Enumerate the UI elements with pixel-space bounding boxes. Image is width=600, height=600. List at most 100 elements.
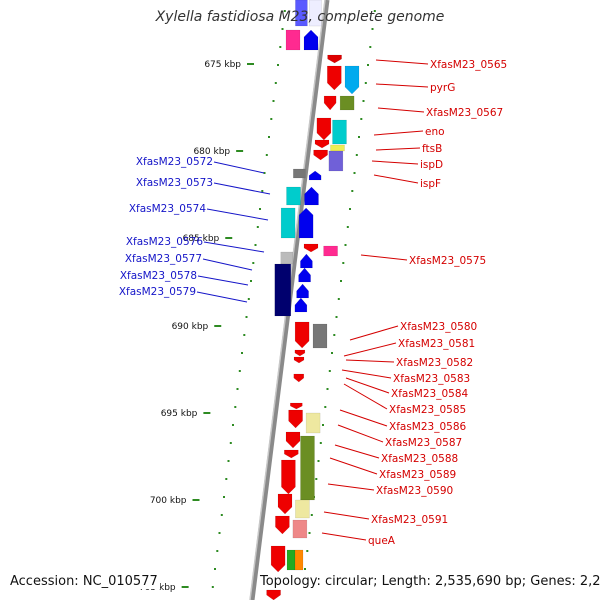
gene-features[interactable] bbox=[266, 0, 360, 600]
label-leader-lines bbox=[196, 59, 429, 541]
gene-feature[interactable] bbox=[266, 589, 281, 600]
gene-feature[interactable] bbox=[328, 150, 344, 172]
gene-label-left[interactable]: XfasM23_0579 bbox=[119, 286, 196, 298]
gene-feature[interactable] bbox=[309, 0, 322, 27]
tick-label: 690 kbp bbox=[172, 322, 209, 332]
gene-label-right[interactable]: pyrG bbox=[430, 82, 455, 94]
guide-dot-right bbox=[331, 352, 333, 354]
gene-feature[interactable] bbox=[286, 186, 301, 206]
guide-dot-right bbox=[351, 190, 354, 192]
gene-label-left[interactable]: XfasM23_0573 bbox=[136, 177, 213, 189]
gene-feature[interactable] bbox=[296, 283, 309, 299]
gene-label-right[interactable]: XfasM23_0583 bbox=[393, 373, 470, 385]
gene-feature[interactable] bbox=[270, 545, 286, 573]
leader-line-right bbox=[349, 325, 399, 341]
guide-dot-right bbox=[335, 316, 338, 318]
gene-label-right[interactable]: eno bbox=[425, 126, 445, 138]
gene-feature[interactable] bbox=[290, 402, 303, 410]
guide-dot-right bbox=[326, 388, 329, 390]
gene-feature[interactable] bbox=[303, 243, 319, 253]
gene-label-left[interactable]: XfasM23_0576 bbox=[126, 236, 204, 248]
gene-feature[interactable] bbox=[285, 29, 301, 51]
gene-feature[interactable] bbox=[277, 493, 293, 515]
gene-feature[interactable] bbox=[344, 65, 360, 95]
gene-feature[interactable] bbox=[284, 449, 299, 459]
gene-feature[interactable] bbox=[280, 207, 296, 239]
gene-feature[interactable] bbox=[323, 245, 338, 257]
gene-label-right[interactable]: XfasM23_0588 bbox=[381, 453, 458, 465]
gene-label-right[interactable]: XfasM23_0582 bbox=[396, 357, 473, 369]
gene-feature[interactable] bbox=[327, 54, 342, 64]
gene-label-right[interactable]: XfasM23_0591 bbox=[371, 514, 448, 526]
gene-label-left[interactable]: XfasM23_0572 bbox=[136, 156, 213, 168]
leader-line-right bbox=[373, 174, 419, 184]
gene-label-right[interactable]: XfasM23_0580 bbox=[400, 321, 477, 333]
guide-dot-left bbox=[268, 136, 270, 138]
guide-dot-left bbox=[279, 46, 282, 48]
gene-feature[interactable] bbox=[295, 0, 308, 27]
gene-feature[interactable] bbox=[294, 321, 310, 349]
gene-feature[interactable] bbox=[314, 139, 330, 149]
gene-label-right[interactable]: XfasM23_0590 bbox=[376, 485, 453, 497]
gene-feature[interactable] bbox=[330, 144, 345, 152]
gene-feature[interactable] bbox=[300, 435, 315, 501]
gene-feature[interactable] bbox=[274, 263, 292, 317]
gene-label-right[interactable]: XfasM23_0587 bbox=[385, 437, 462, 449]
leader-line-left bbox=[203, 241, 265, 253]
guide-dot-right bbox=[349, 208, 351, 210]
gene-feature[interactable] bbox=[293, 356, 305, 364]
leader-line-right bbox=[345, 359, 395, 363]
gene-feature[interactable] bbox=[300, 253, 313, 269]
gene-label-left[interactable]: XfasM23_0578 bbox=[120, 270, 197, 282]
gene-feature[interactable] bbox=[298, 207, 314, 239]
gene-feature[interactable] bbox=[285, 431, 301, 449]
gene-feature[interactable] bbox=[332, 119, 347, 145]
leader-line-right bbox=[339, 409, 388, 427]
gene-label-right[interactable]: ispF bbox=[420, 178, 441, 190]
gene-feature[interactable] bbox=[275, 515, 290, 535]
gene-label-left[interactable]: XfasM23_0577 bbox=[125, 253, 202, 265]
gene-label-right[interactable]: XfasM23_0567 bbox=[426, 107, 503, 119]
leader-line-right bbox=[323, 511, 370, 520]
gene-feature[interactable] bbox=[280, 251, 294, 265]
gene-label-right[interactable]: XfasM23_0584 bbox=[391, 388, 469, 400]
gene-feature[interactable] bbox=[316, 117, 332, 141]
gene-feature[interactable] bbox=[298, 267, 311, 283]
gene-feature[interactable] bbox=[303, 29, 319, 51]
gene-feature[interactable] bbox=[327, 65, 342, 91]
gene-feature[interactable] bbox=[281, 459, 296, 495]
gene-feature[interactable] bbox=[286, 549, 296, 571]
gene-feature[interactable] bbox=[305, 412, 321, 434]
guide-dot-right bbox=[328, 370, 331, 372]
gene-feature[interactable] bbox=[293, 168, 306, 179]
gene-label-right[interactable]: XfasM23_0585 bbox=[389, 404, 466, 416]
gene-feature[interactable] bbox=[312, 323, 328, 349]
leader-line-right bbox=[375, 147, 421, 151]
gene-feature[interactable] bbox=[308, 170, 322, 181]
gene-label-right[interactable]: ftsB bbox=[422, 143, 442, 155]
gene-label-right[interactable]: XfasM23_0589 bbox=[379, 469, 456, 481]
gene-labels[interactable]: XfasM23_0572 XfasM23_0573 XfasM23_0574 Xfas… bbox=[119, 59, 507, 547]
gene-label-right[interactable]: XfasM23_0575 bbox=[409, 255, 486, 267]
gene-label-right[interactable]: XfasM23_0586 bbox=[389, 421, 467, 433]
gene-feature[interactable] bbox=[294, 549, 304, 571]
gene-feature[interactable] bbox=[293, 373, 305, 383]
gene-feature[interactable] bbox=[292, 519, 308, 539]
gene-feature[interactable] bbox=[313, 149, 328, 161]
gene-label-right[interactable]: XfasM23_0565 bbox=[430, 59, 507, 71]
gene-label-left[interactable]: XfasM23_0574 bbox=[129, 203, 207, 215]
gene-feature[interactable] bbox=[339, 95, 355, 111]
gene-label-right[interactable]: queA bbox=[368, 535, 396, 547]
guide-dot-left bbox=[225, 478, 228, 480]
gene-label-right[interactable]: XfasM23_0581 bbox=[398, 338, 475, 350]
kbp-ticks: 675 kbp 680 kbp 685 kbp 690 kbp 695 kbp 700 k… bbox=[139, 60, 254, 593]
gene-feature[interactable] bbox=[323, 95, 337, 111]
gene-feature[interactable] bbox=[294, 349, 306, 357]
gene-feature[interactable] bbox=[288, 409, 303, 429]
gene-label-right[interactable]: ispD bbox=[420, 159, 443, 171]
guide-dot-left bbox=[216, 550, 219, 552]
gene-feature[interactable] bbox=[294, 297, 308, 313]
gene-feature[interactable] bbox=[304, 186, 319, 206]
gene-feature[interactable] bbox=[295, 499, 310, 519]
